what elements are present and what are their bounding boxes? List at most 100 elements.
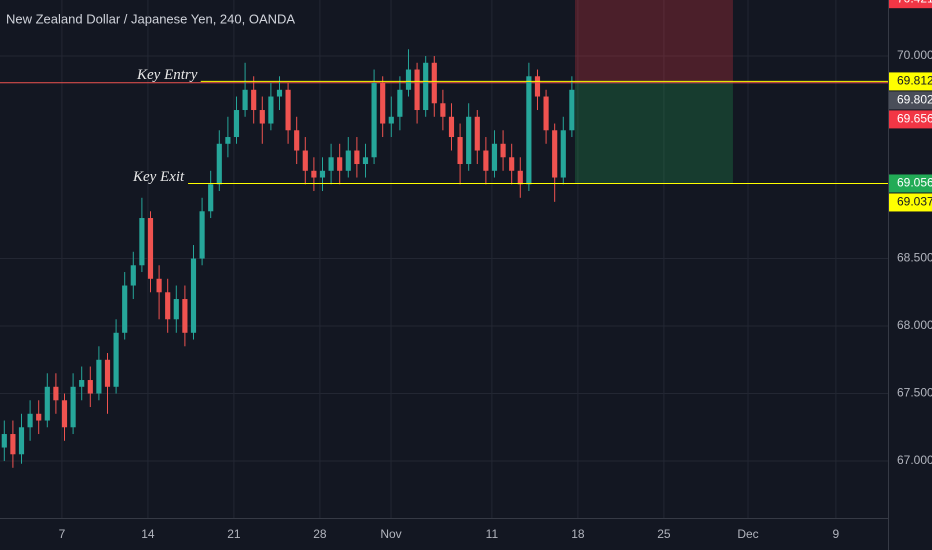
candle-body <box>242 89 248 111</box>
candle-body <box>233 110 240 138</box>
candle-body <box>251 89 257 111</box>
level-annotation: Key Exit <box>132 169 185 185</box>
candle-body <box>354 150 360 165</box>
candle-body <box>388 116 394 124</box>
candle-body <box>500 143 506 158</box>
candle-body <box>104 359 111 387</box>
candle-body <box>79 380 85 387</box>
x-tick-label: 25 <box>657 527 671 541</box>
candle-body <box>36 413 42 421</box>
x-tick-label: 11 <box>486 527 499 541</box>
candle-body <box>397 89 403 117</box>
candle-body <box>569 89 575 131</box>
candle-body <box>139 218 145 266</box>
x-tick-label: Nov <box>380 527 401 541</box>
y-tick-label: 67.000 <box>897 453 932 467</box>
candle-body <box>53 386 59 401</box>
candle-body <box>474 116 480 151</box>
candle-body <box>294 130 300 151</box>
candle-body <box>509 157 515 171</box>
candle-body <box>130 265 136 286</box>
candle-body <box>70 386 76 428</box>
candle-body <box>259 110 265 124</box>
price-label-box <box>889 193 932 212</box>
candle-body <box>423 62 429 111</box>
price-label-box <box>889 0 932 9</box>
candle-body <box>457 137 463 165</box>
candle-body <box>225 137 231 144</box>
candle-body <box>156 278 162 293</box>
candle-body <box>319 170 326 178</box>
candle-body <box>431 62 437 104</box>
candle-body <box>165 292 171 320</box>
candle-body <box>414 69 420 111</box>
candle-body <box>345 150 351 171</box>
x-tick-label: 9 <box>833 527 840 541</box>
price-label-box <box>889 91 932 110</box>
candle-body <box>276 89 283 97</box>
chart-title: New Zealand Dollar / Japanese Yen, 240, … <box>6 11 295 26</box>
candle-body <box>337 157 343 171</box>
candle-body <box>302 150 308 171</box>
candle-body <box>44 386 50 421</box>
y-tick-label: 68.500 <box>897 251 932 265</box>
price-label: 69.802 <box>897 93 932 107</box>
candle-body <box>371 83 377 158</box>
axes: 67.000 67.500 68.000 68.500 70.000 7 14 21 28 Nov… <box>59 0 932 541</box>
candle-body <box>208 184 214 212</box>
grid <box>0 0 888 518</box>
x-tick-label: 14 <box>141 527 155 541</box>
candle-body <box>543 96 549 131</box>
candle-body <box>147 218 154 279</box>
candle-body <box>517 170 523 185</box>
x-tick-label: 28 <box>313 527 327 541</box>
x-tick-label: 18 <box>571 527 585 541</box>
candle-body <box>18 427 25 455</box>
candle-body <box>380 83 386 124</box>
candle-body <box>526 76 532 185</box>
price-label: 69.037 <box>897 195 932 209</box>
price-label: 69.812 <box>897 74 932 88</box>
candle-body <box>328 157 334 171</box>
candle-body <box>182 299 188 333</box>
plot-area: Key Entry Key Exit <box>0 0 888 468</box>
candle-body <box>96 359 102 394</box>
candle-body <box>190 258 197 333</box>
price-label-box <box>889 174 932 193</box>
y-tick-label: 70.000 <box>897 48 932 62</box>
candle-body <box>491 143 498 171</box>
x-tick-label: Dec <box>737 527 758 541</box>
level-annotation: Key Entry <box>136 67 198 83</box>
candle-body <box>448 116 455 138</box>
candle-body <box>61 400 68 428</box>
stop-zone <box>574 0 733 82</box>
candle-body <box>87 380 93 394</box>
x-tick-label: 21 <box>227 527 241 541</box>
x-tick-label: 7 <box>59 527 66 541</box>
price-label-box <box>889 110 932 129</box>
candle-body <box>362 157 369 165</box>
candle-body <box>466 116 472 165</box>
y-tick-label: 68.000 <box>897 318 932 332</box>
candle-body <box>27 413 33 428</box>
candle-body <box>534 76 541 97</box>
candle-body <box>405 69 412 90</box>
candle-body <box>560 130 566 178</box>
candle-body <box>173 299 179 320</box>
candle-body <box>216 143 222 185</box>
candle-body <box>199 211 205 259</box>
price-label: 70.421 <box>897 0 932 5</box>
price-label: 69.656 <box>897 112 932 126</box>
candle-body <box>113 332 119 387</box>
candle-body <box>285 89 291 131</box>
price-label-box <box>889 72 932 91</box>
y-tick-label: 67.500 <box>897 386 932 400</box>
price-label: 69.056 <box>897 176 932 190</box>
candle-body <box>1 434 7 448</box>
candle-body <box>268 96 274 124</box>
candle-body <box>122 285 128 333</box>
candle-body <box>440 103 446 117</box>
target-zone <box>574 81 733 184</box>
